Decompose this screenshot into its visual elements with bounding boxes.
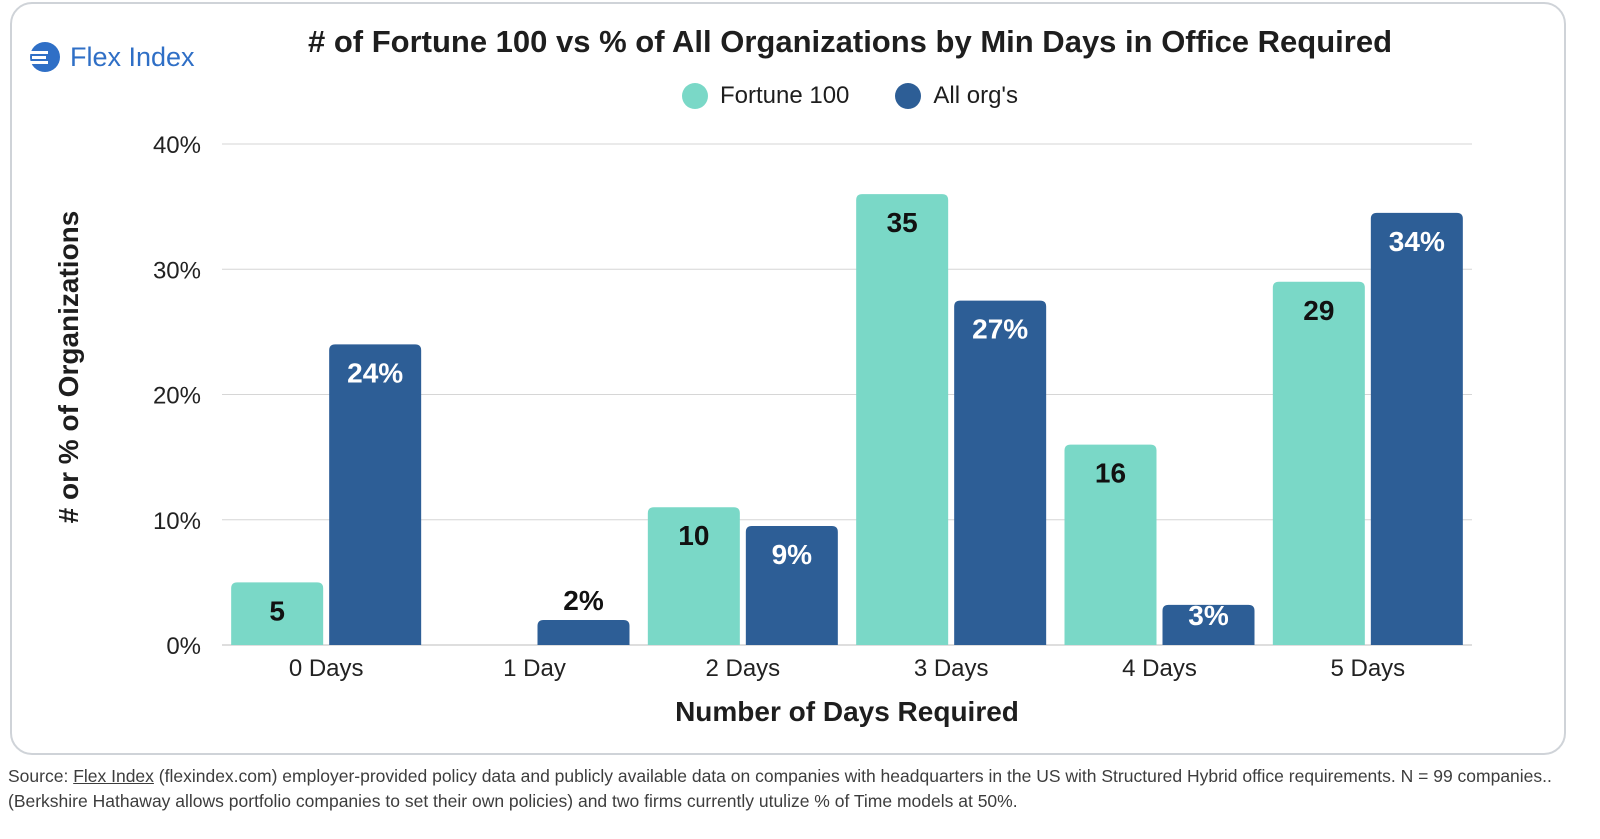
legend-label-all-orgs: All org's: [933, 82, 1019, 109]
legend-swatch-fortune-100: [681, 83, 708, 109]
x-tick-label: 5 Days: [1330, 655, 1405, 682]
x-tick-label: 2 Days: [705, 655, 780, 682]
data-label: 29: [1303, 295, 1334, 326]
source-prefix: Source:: [8, 766, 74, 786]
y-tick-label: 20%: [153, 383, 201, 410]
chart-title: # of Fortune 100 vs % of All Organizatio…: [307, 24, 1393, 59]
x-axis-title: Number of Days Required: [675, 696, 1019, 727]
data-label: 2%: [563, 585, 604, 616]
bar-all-orgs: [745, 526, 838, 645]
logo: Flex Index: [28, 40, 195, 74]
x-tick-label: 4 Days: [1122, 655, 1197, 682]
bar-fortune-100: [1064, 444, 1157, 645]
bar-fortune-100: [231, 582, 324, 645]
bar-fortune-100: [1272, 281, 1365, 645]
legend-label-fortune-100: Fortune 100: [719, 82, 850, 109]
legend: Fortune 100 All org's: [0, 82, 1600, 110]
x-tick-label: 0 Days: [289, 655, 364, 682]
bar-all-orgs: [329, 344, 422, 645]
flex-index-logo-icon: [30, 42, 60, 72]
y-tick-label: 0%: [166, 633, 201, 660]
source-note: Source: Flex Index (flexindex.com) emplo…: [8, 764, 1588, 814]
y-tick-label: 10%: [153, 508, 201, 535]
bar-all-orgs: [954, 300, 1047, 645]
legend-swatch-all-orgs: [895, 83, 922, 109]
x-tick-label: 1 Day: [503, 655, 566, 682]
bar-all-orgs: [537, 619, 630, 645]
x-tick-label: 3 Days: [914, 655, 989, 682]
y-axis-title: # or % of Organizations: [53, 211, 84, 524]
y-tick-label: 40%: [153, 132, 201, 159]
data-label: 10: [678, 520, 709, 551]
data-label: 27%: [972, 314, 1028, 345]
data-label: 34%: [1389, 226, 1445, 257]
source-link[interactable]: Flex Index: [73, 766, 154, 786]
bar-chart: 0% 10% 20% 30% 40% 5 24% 0 Days 2% 1 Day 10 9% 2 Day…: [53, 132, 1472, 727]
data-label: 3%: [1188, 600, 1229, 631]
bar-fortune-100: [647, 507, 740, 645]
data-label: 35: [887, 207, 918, 238]
y-tick-label: 30%: [153, 257, 201, 284]
legend-item-fortune-100: Fortune 100: [681, 82, 850, 110]
data-label: 16: [1095, 458, 1126, 489]
bar-fortune-100: [856, 194, 949, 645]
legend-item-all-orgs: All org's: [895, 82, 1018, 110]
data-label: 5: [269, 595, 285, 626]
data-label: 9%: [772, 539, 813, 570]
logo-text: Flex Index: [70, 41, 195, 72]
source-text: (flexindex.com) employer-provided policy…: [8, 766, 1552, 811]
bar-all-orgs: [1162, 604, 1255, 645]
bar-all-orgs: [1370, 212, 1463, 645]
data-label: 24%: [347, 357, 403, 388]
